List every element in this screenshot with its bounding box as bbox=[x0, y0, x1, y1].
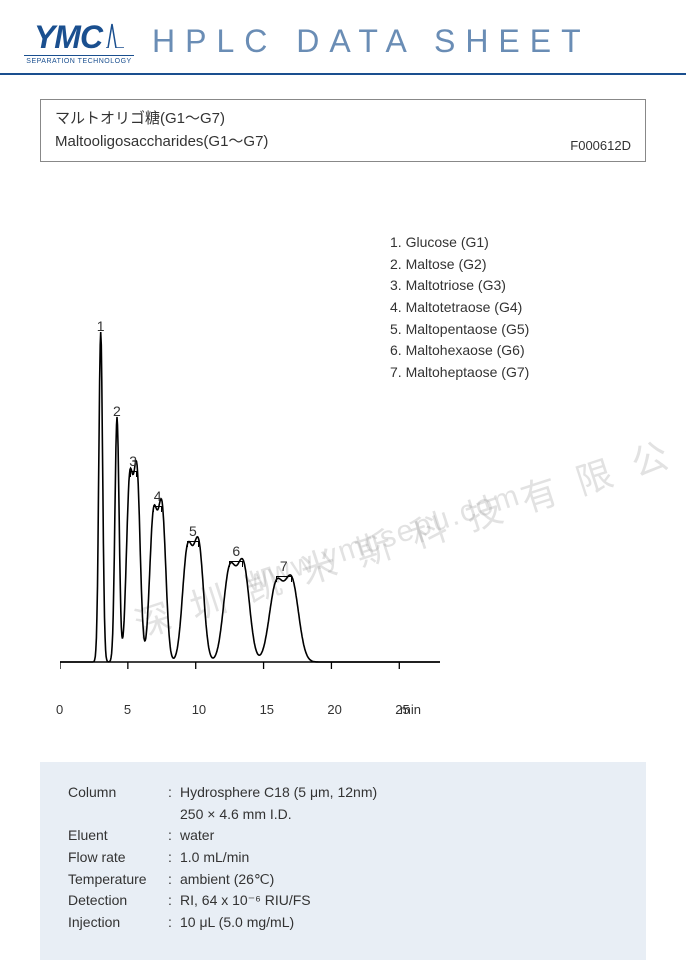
peak-bracket-icon bbox=[153, 506, 162, 512]
title-jp: マルトオリゴ糖(G1～G7) bbox=[55, 108, 268, 131]
x-tick: 10 bbox=[192, 702, 206, 717]
legend-item: 3. Maltotriose (G3) bbox=[390, 275, 529, 297]
cond-row: Temperature : ambient (26℃) bbox=[68, 869, 618, 891]
cond-value: water bbox=[180, 825, 214, 847]
sheet-title: HPLC DATA SHEET bbox=[152, 23, 591, 60]
cond-label: Temperature bbox=[68, 869, 168, 891]
x-tick: 0 bbox=[56, 702, 63, 717]
cond-colon: : bbox=[168, 912, 180, 934]
logo-block: YMC SEPARATION TECHNOLOGY bbox=[24, 18, 134, 65]
cond-value: 10 μL (5.0 mg/mL) bbox=[180, 912, 294, 934]
chart-area: 深 圳 凯 米 斯 科 技 有 限 公 司 www.ymcsepu.com 1.… bbox=[40, 222, 646, 742]
peak-label: 7 bbox=[280, 558, 288, 574]
cond-row: Column : Hydrosphere C18 (5 μm, 12nm) bbox=[68, 782, 618, 804]
cond-colon bbox=[168, 804, 180, 826]
cond-value: RI, 64 x 10⁻⁶ RIU/FS bbox=[180, 890, 311, 912]
x-axis-unit: min bbox=[400, 702, 421, 717]
x-tick: 5 bbox=[124, 702, 131, 717]
peak-label: 5 bbox=[189, 523, 197, 539]
peak-bracket-icon bbox=[130, 471, 137, 477]
cond-colon: : bbox=[168, 847, 180, 869]
cond-colon: : bbox=[168, 869, 180, 891]
cond-colon: : bbox=[168, 782, 180, 804]
cond-colon: : bbox=[168, 890, 180, 912]
cond-row: Injection : 10 μL (5.0 mg/mL) bbox=[68, 912, 618, 934]
conditions-panel: Column : Hydrosphere C18 (5 μm, 12nm) 25… bbox=[40, 762, 646, 960]
peak-bracket-icon bbox=[187, 541, 198, 547]
x-tick: 20 bbox=[327, 702, 341, 717]
cond-value: 250 × 4.6 mm I.D. bbox=[180, 804, 292, 826]
cond-row: 250 × 4.6 mm I.D. bbox=[68, 804, 618, 826]
cond-value: 1.0 mL/min bbox=[180, 847, 249, 869]
logo-text: YMC bbox=[34, 21, 102, 53]
peak-label: 1 bbox=[97, 318, 105, 334]
chromatogram bbox=[60, 312, 440, 692]
cond-label: Detection bbox=[68, 890, 168, 912]
peak-bracket-icon bbox=[276, 576, 292, 582]
title-lines: マルトオリゴ糖(G1～G7) Maltooligosaccharides(G1～… bbox=[55, 108, 268, 153]
document-id: F000612D bbox=[570, 138, 631, 153]
logo-subtitle: SEPARATION TECHNOLOGY bbox=[24, 55, 134, 65]
peak-label: 4 bbox=[154, 488, 162, 504]
peak-label: 3 bbox=[129, 453, 137, 469]
header: YMC SEPARATION TECHNOLOGY HPLC DATA SHEE… bbox=[0, 0, 686, 75]
legend-item: 1. Glucose (G1) bbox=[390, 232, 529, 254]
logo-peak-icon bbox=[106, 18, 124, 53]
x-tick: 15 bbox=[260, 702, 274, 717]
cond-label: Eluent bbox=[68, 825, 168, 847]
cond-value: ambient (26℃) bbox=[180, 869, 274, 891]
peak-label: 6 bbox=[232, 543, 240, 559]
cond-label: Column bbox=[68, 782, 168, 804]
cond-value: Hydrosphere C18 (5 μm, 12nm) bbox=[180, 782, 377, 804]
legend-item: 2. Maltose (G2) bbox=[390, 254, 529, 276]
cond-label: Injection bbox=[68, 912, 168, 934]
cond-colon: : bbox=[168, 825, 180, 847]
cond-row: Eluent : water bbox=[68, 825, 618, 847]
cond-row: Detection : RI, 64 x 10⁻⁶ RIU/FS bbox=[68, 890, 618, 912]
peak-bracket-icon bbox=[229, 561, 243, 567]
cond-label: Flow rate bbox=[68, 847, 168, 869]
title-en: Maltooligosaccharides(G1～G7) bbox=[55, 131, 268, 154]
logo: YMC bbox=[34, 18, 124, 53]
cond-row: Flow rate : 1.0 mL/min bbox=[68, 847, 618, 869]
title-box: マルトオリゴ糖(G1～G7) Maltooligosaccharides(G1～… bbox=[40, 99, 646, 162]
peak-label: 2 bbox=[113, 403, 121, 419]
cond-label bbox=[68, 804, 168, 826]
